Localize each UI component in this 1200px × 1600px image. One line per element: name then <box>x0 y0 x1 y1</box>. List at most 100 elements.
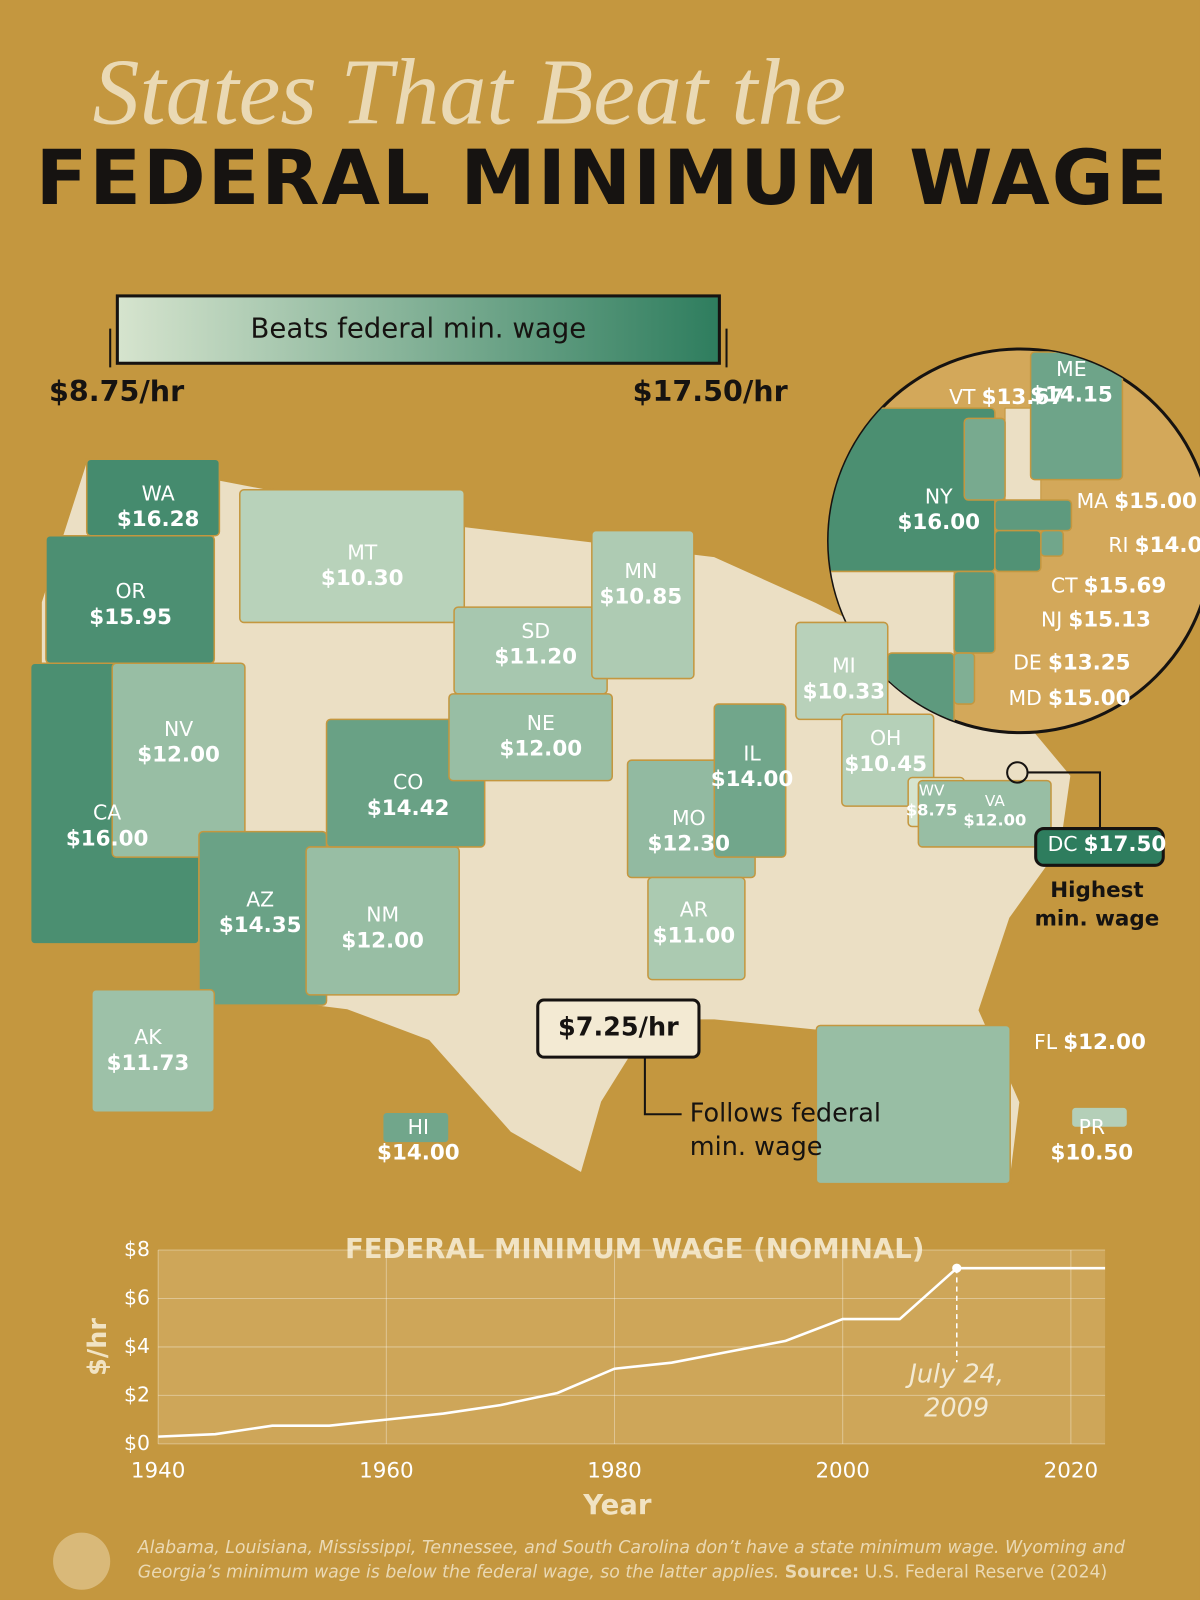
state-shape <box>815 1024 1011 1185</box>
state-wage: $15.00 <box>1114 489 1197 514</box>
state-abbr: DC <box>1048 832 1078 856</box>
state-wage: $16.28 <box>117 507 200 532</box>
federal-leader <box>643 1057 682 1116</box>
state-shape <box>963 417 1006 501</box>
state-wage: $12.00 <box>341 928 424 953</box>
state-shape <box>994 529 1042 573</box>
y-tick-label: $0 <box>124 1431 150 1455</box>
state-wage: $12.00 <box>500 737 583 762</box>
state-shape <box>1070 1106 1129 1129</box>
state-wage: $13.25 <box>1048 650 1131 675</box>
federal-box <box>536 998 701 1059</box>
state-wage: $13.67 <box>982 385 1065 410</box>
state-wage: $17.50 <box>1084 832 1167 857</box>
y-tick-label: $4 <box>124 1334 150 1358</box>
logo <box>53 1532 111 1590</box>
state-wage: $10.30 <box>321 566 404 591</box>
state-abbr: MI <box>832 654 856 678</box>
state-wage: $15.13 <box>1068 607 1151 632</box>
state-wage: $10.45 <box>844 752 927 777</box>
footer: Alabama, Louisiana, Mississippi, Tenness… <box>138 1536 1158 1585</box>
state-shape <box>591 529 695 680</box>
state-shape <box>713 703 787 858</box>
state-abbr: NE <box>527 711 555 735</box>
state-abbr: VA <box>985 792 1005 810</box>
state-abbr: VT <box>949 385 976 409</box>
state-wage: $14.00 <box>711 767 794 792</box>
state-wage: $10.33 <box>803 679 886 704</box>
x-axis-label: Year <box>582 1489 652 1521</box>
state-wage: $15.95 <box>89 605 172 630</box>
x-tick-label: 1940 <box>131 1458 185 1483</box>
legend-min: $8.75/hr <box>49 374 184 408</box>
state-abbr: MD <box>1009 686 1042 710</box>
state-wage: $15.69 <box>1084 574 1167 599</box>
x-tick-label: 2000 <box>815 1458 869 1483</box>
state-abbr: NV <box>164 717 193 741</box>
state-wage: $14.42 <box>367 796 450 821</box>
state-abbr: CA <box>93 801 121 825</box>
state-abbr: ME <box>1056 357 1086 381</box>
state-abbr: HI <box>408 1115 429 1139</box>
state-abbr: OR <box>116 579 146 603</box>
state-shape <box>91 989 216 1114</box>
state-abbr: MO <box>672 806 706 830</box>
state-shape <box>111 662 246 858</box>
state-wage: $10.85 <box>600 585 683 610</box>
dc-note: Highest min. wage <box>1034 877 1160 931</box>
plot-area <box>158 1249 1106 1444</box>
state-shape <box>953 652 976 705</box>
states <box>29 351 1165 1185</box>
state-abbr: IL <box>743 741 761 765</box>
federal-note: Follows federal min. wage <box>689 1097 881 1162</box>
state-shape <box>994 499 1073 532</box>
state-wage: $14.00 <box>1135 533 1200 558</box>
state-abbr: NM <box>366 903 399 927</box>
state-abbr: SD <box>521 619 550 643</box>
title: FEDERAL MINIMUM WAGE <box>36 134 1169 222</box>
state-wage: $16.00 <box>897 510 980 535</box>
y-tick-label: $8 <box>124 1237 150 1261</box>
state-abbr: AZ <box>246 887 274 911</box>
state-shape <box>325 718 486 848</box>
federal-label: $7.25/hr <box>558 1013 679 1043</box>
state-wage: $11.73 <box>107 1051 190 1076</box>
state-abbr: WA <box>142 481 175 505</box>
y-axis-label: $/hr <box>83 1318 113 1376</box>
state-abbr: CT <box>1051 574 1078 598</box>
state-abbr: FL <box>1034 1030 1058 1054</box>
state-abbr: MA <box>1077 489 1109 513</box>
state-abbr: RI <box>1108 533 1128 557</box>
x-tick-label: 2020 <box>1044 1458 1098 1483</box>
state-wage: $12.30 <box>647 831 730 856</box>
state-shape <box>381 1111 450 1144</box>
state-abbr: DE <box>1013 650 1042 674</box>
state-abbr: PR <box>1079 1115 1105 1139</box>
state-wage: $10.50 <box>1051 1141 1134 1166</box>
highlight-point <box>952 1263 962 1273</box>
state-wage: $16.00 <box>66 826 149 851</box>
source: U.S. Federal Reserve (2024) <box>864 1562 1108 1583</box>
state-shape <box>917 779 1052 848</box>
y-tick-label: $6 <box>124 1285 150 1309</box>
state-wage: $8.75 <box>906 800 958 819</box>
x-tick-label: 1960 <box>359 1458 413 1483</box>
state-abbr: NJ <box>1041 607 1062 631</box>
state-wage: $14.35 <box>219 913 302 938</box>
state-shape <box>448 693 614 782</box>
state-abbr: OH <box>870 726 901 750</box>
chart-title: FEDERAL MINIMUM WAGE (NOMINAL) <box>345 1233 924 1265</box>
x-tick-label: 1980 <box>587 1458 641 1483</box>
state-wage: $12.00 <box>1063 1030 1146 1055</box>
source-label: Source: <box>784 1562 860 1583</box>
state-shape <box>647 876 746 981</box>
legend-bar <box>115 294 721 365</box>
state-abbr: NY <box>925 484 953 508</box>
chart-annotation: July 24, 2009 <box>909 1359 1004 1423</box>
state-abbr: AK <box>134 1025 162 1049</box>
state-wage: $12.00 <box>137 743 220 768</box>
state-abbr: CO <box>393 770 423 794</box>
state-abbr: MN <box>624 559 657 583</box>
